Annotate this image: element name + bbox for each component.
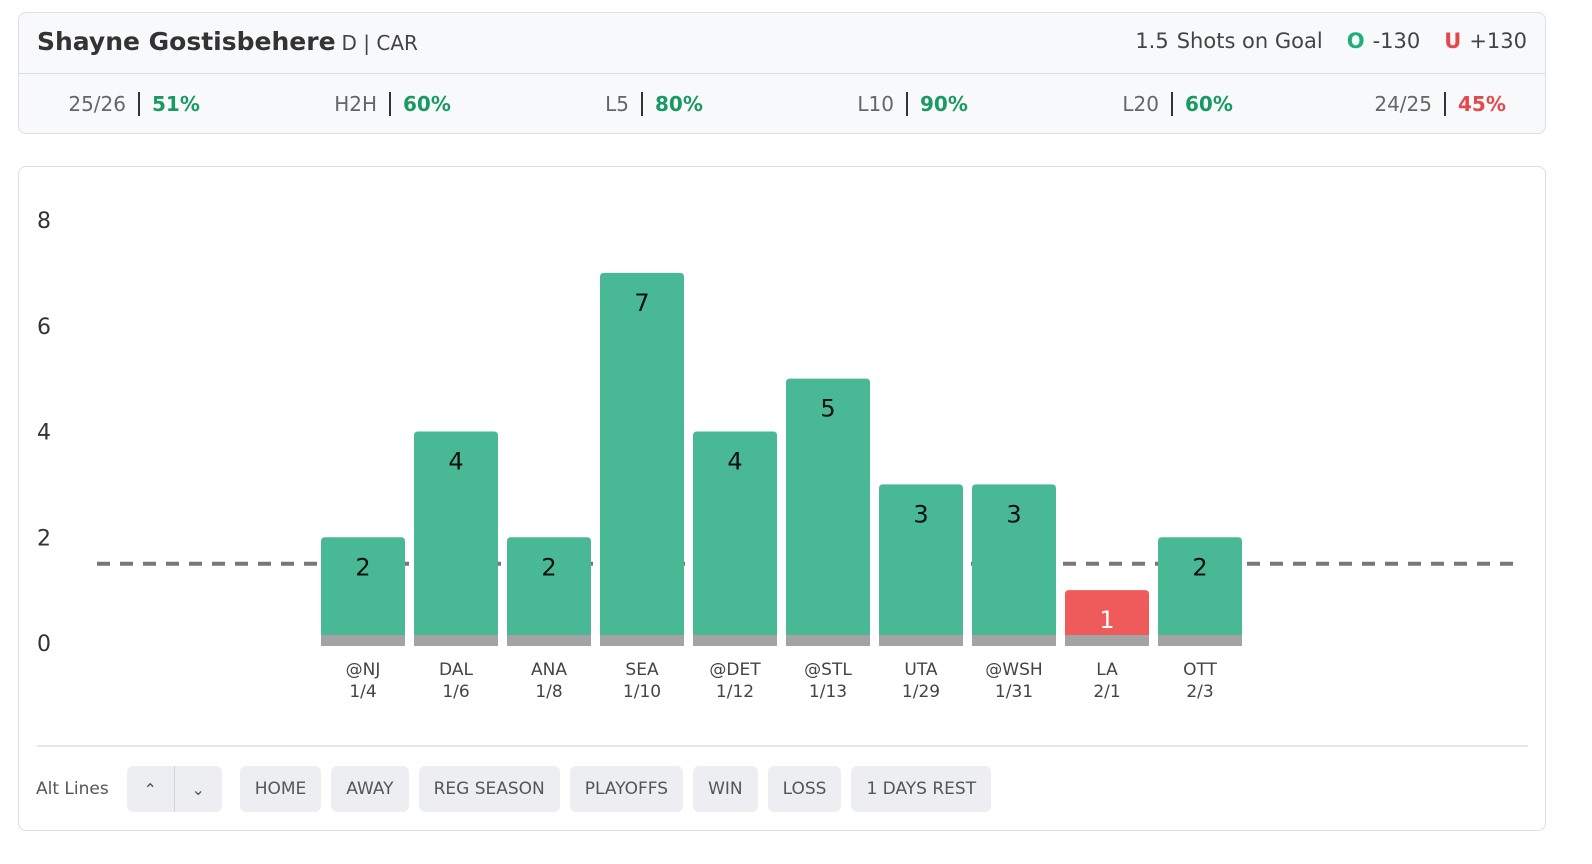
stat-value: 90% — [920, 92, 968, 116]
x-date-label: 1/4 — [349, 682, 376, 702]
x-date-label: 2/1 — [1093, 682, 1120, 702]
player: Shayne Gostisbehere — [37, 27, 336, 56]
value-label: 2 — [541, 553, 556, 581]
alt-arrows: ⌃ ⌄ — [126, 766, 222, 812]
filter-button[interactable]: AWAY — [331, 766, 409, 812]
under-symbol: U — [1444, 29, 1462, 53]
stat: 24/25 45% — [1332, 89, 1506, 119]
bar — [1158, 537, 1242, 643]
arrow-down[interactable]: ⌄ — [191, 779, 205, 799]
bar-base — [786, 635, 870, 646]
header-row: Shayne Gostisbehere D | CAR 1.5 Shots on … — [19, 13, 1545, 74]
value-label: 7 — [634, 289, 649, 317]
stat-value: 80% — [655, 92, 703, 116]
player-name: Shayne Gostisbehere D | CAR — [37, 27, 418, 56]
stat: H2H 60% — [277, 89, 451, 119]
bar — [879, 484, 963, 643]
stat-label: 25/26 — [26, 92, 140, 116]
x-date-label: 1/31 — [995, 682, 1033, 702]
y-tick-label: 6 — [37, 315, 51, 340]
arrow-up[interactable]: ⌃ — [127, 766, 175, 812]
y-tick-label: 4 — [37, 421, 51, 446]
value-label: 3 — [913, 500, 928, 528]
value-label: 5 — [820, 395, 835, 423]
value-label: 1 — [1099, 606, 1114, 634]
x-date-label: 1/6 — [442, 682, 469, 702]
bar-base — [879, 635, 963, 646]
stat-value: 60% — [1185, 92, 1233, 116]
stat: L5 80% — [529, 89, 703, 119]
bar — [786, 378, 870, 643]
bar-base — [972, 635, 1056, 646]
x-tick-label: @NJ — [346, 660, 381, 680]
bar — [507, 537, 591, 643]
x-tick-label: DAL — [439, 660, 473, 680]
alt-lines-label: Alt Lines — [36, 779, 109, 799]
under-odds[interactable]: +130 — [1469, 29, 1527, 53]
x-date-label: 1/29 — [902, 682, 940, 702]
filter-button[interactable]: 1 DAYS REST — [851, 766, 992, 812]
stat-value: 51% — [152, 92, 200, 116]
bar — [414, 431, 498, 643]
line-value: 1.5 — [1135, 29, 1169, 53]
stat: 25/26 51% — [26, 89, 200, 119]
x-tick-label: @STL — [804, 660, 852, 680]
filter-button[interactable]: WIN — [693, 766, 758, 812]
bar-base — [321, 635, 405, 646]
bar — [600, 272, 684, 643]
value-label: 2 — [355, 553, 370, 581]
value-label: 3 — [1006, 500, 1021, 528]
x-date-label: 1/12 — [716, 682, 754, 702]
position: D | CAR — [341, 31, 418, 55]
x-tick-label: @DET — [709, 660, 761, 680]
x-date-label: 1/8 — [535, 682, 562, 702]
x-tick-label: ANA — [531, 660, 567, 680]
x-tick-label: SEA — [625, 660, 659, 680]
stat-label: H2H — [277, 92, 391, 116]
bar — [1065, 590, 1149, 643]
y-tick-label: 2 — [37, 526, 51, 551]
bar — [321, 537, 405, 643]
market: 1.5 Shots on Goal O -130 U +130 — [1135, 29, 1527, 53]
x-tick-label: @WSH — [985, 660, 1042, 680]
x-date-label: 2/3 — [1186, 682, 1213, 702]
x-date-label: 1/10 — [623, 682, 661, 702]
stat-label: 24/25 — [1332, 92, 1446, 116]
y-tick-label: 0 — [37, 632, 51, 657]
x-date-label: 1/13 — [809, 682, 847, 702]
x-tick-label: OTT — [1183, 660, 1217, 680]
bar-base — [1158, 635, 1242, 646]
value-label: 2 — [1192, 553, 1207, 581]
footer: Alt Lines ⌃ ⌄ HOME AWAY REG SEASON PLAYOFFS W… — [36, 766, 992, 812]
stat: L10 90% — [794, 89, 968, 119]
over-symbol: O — [1346, 29, 1365, 53]
x-tick-label: LA — [1096, 660, 1118, 680]
stat-label: L20 — [1059, 92, 1173, 116]
stat: L20 60% — [1059, 89, 1233, 119]
filter-button[interactable]: PLAYOFFS — [569, 766, 684, 812]
filter-button[interactable]: HOME — [239, 766, 322, 812]
bar-base — [507, 635, 591, 646]
stat-value: 60% — [403, 92, 451, 116]
bar — [693, 431, 777, 643]
stat-value: 45% — [1458, 92, 1506, 116]
x-tick-label: UTA — [904, 660, 938, 680]
value-label: 4 — [727, 448, 742, 476]
market-name: Shots on Goal — [1176, 29, 1323, 53]
over-odds[interactable]: -130 — [1372, 29, 1421, 53]
bar — [972, 484, 1056, 643]
stat-label: L10 — [794, 92, 908, 116]
bar-base — [600, 635, 684, 646]
bar-base — [414, 635, 498, 646]
filter-button[interactable]: LOSS — [767, 766, 842, 812]
header-card: Shayne Gostisbehere D | CAR 1.5 Shots on … — [18, 12, 1546, 134]
value-label: 4 — [448, 448, 463, 476]
stat-label: L5 — [529, 92, 643, 116]
y-tick-label: 8 — [37, 209, 51, 234]
bar-base — [1065, 635, 1149, 646]
bar-base — [693, 635, 777, 646]
filter-button[interactable]: REG SEASON — [418, 766, 560, 812]
